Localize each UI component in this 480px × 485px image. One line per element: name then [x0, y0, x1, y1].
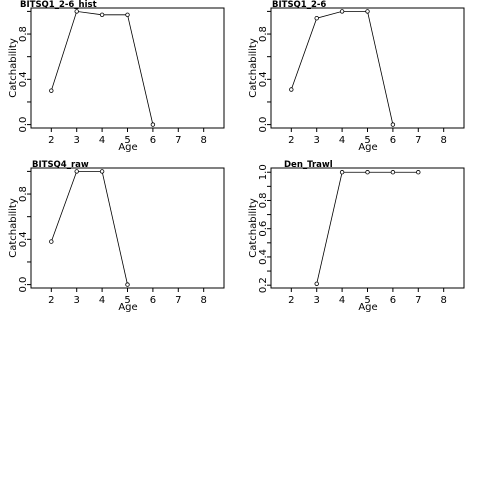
y-tick-label: 0.8: [258, 193, 269, 209]
x-tick-label: 5: [124, 295, 130, 306]
x-tick-label: 4: [339, 135, 345, 146]
data-point: [74, 169, 79, 174]
x-tick-label: 6: [150, 295, 156, 306]
data-point: [49, 88, 54, 93]
x-axis-label: Age: [358, 302, 377, 313]
data-point: [314, 15, 319, 21]
chart-panel-1: BITSQ1_2-6_hist 2 3 4 5 6 7 8 0.0 0.4 0.8 Age Catcha…: [8, 0, 225, 153]
x-tick-label: 8: [200, 135, 206, 146]
x-tick-label: 5: [364, 295, 370, 306]
y-tick-label: 0.6: [258, 221, 269, 237]
x-tick-label: 4: [339, 295, 345, 306]
x-tick-label: 8: [440, 295, 446, 306]
plot-frame: [270, 167, 465, 289]
plot-frame: [270, 7, 465, 129]
y-tick-label: 0.0: [18, 117, 29, 133]
x-tick-label: 7: [175, 135, 181, 146]
x-tick-label: 7: [415, 135, 421, 146]
y-tick-label: 0.8: [18, 26, 29, 42]
data-point: [339, 170, 345, 175]
data-point: [74, 9, 79, 14]
series-line: [316, 171, 419, 284]
data-point: [125, 282, 130, 287]
plot-frame: [30, 7, 225, 129]
series-line: [50, 10, 154, 125]
y-axis-label: Catchability: [248, 38, 259, 98]
series-line: [50, 170, 128, 285]
y-tick-label: 0.4: [258, 71, 269, 87]
x-axis-label: Age: [118, 142, 137, 153]
data-point: [99, 169, 105, 174]
series-line: [290, 10, 394, 125]
x-tick-label: 4: [99, 135, 105, 146]
x-tick-label: 3: [74, 295, 80, 306]
x-tick-label: 5: [364, 135, 370, 146]
data-point: [416, 170, 421, 175]
chart-panel-4: Den_Trawl 2 3 4 5 6 7 8 0.2 0.4 0.6 0.8 1.0 Age Catcha…: [248, 160, 465, 313]
chart-panel-2: BITSQ1_2-6 2 3 4 5 6 7 8 0.0 0.4 0.8 Age Catchabilit…: [248, 0, 465, 153]
data-point: [125, 12, 130, 17]
x-tick-label: 2: [48, 295, 54, 306]
x-tick-label: 2: [48, 135, 54, 146]
data-point: [339, 9, 345, 14]
chart-title: BITSQ1_2-6_hist: [20, 0, 97, 10]
x-tick-label: 7: [415, 295, 421, 306]
x-tick-label: 8: [440, 135, 446, 146]
y-tick-label: 0.8: [258, 26, 269, 42]
chart-title: Den_Trawl: [284, 160, 333, 170]
y-tick-label: 0.4: [18, 71, 29, 87]
data-point: [390, 170, 396, 175]
x-tick-label: 3: [314, 295, 320, 306]
y-tick-label: 1.0: [258, 164, 269, 180]
data-point: [365, 9, 370, 14]
y-tick-label: 0.4: [258, 249, 269, 265]
x-tick-label: 2: [288, 295, 294, 306]
y-tick-label: 0.0: [258, 117, 269, 133]
plot-frame: [30, 167, 225, 289]
x-axis-label: Age: [358, 142, 377, 153]
y-axis-label: Catchability: [248, 198, 259, 258]
data-point: [390, 122, 396, 127]
x-tick-label: 3: [314, 135, 320, 146]
data-point: [150, 122, 156, 127]
x-tick-label: 6: [390, 295, 396, 306]
x-tick-label: 8: [200, 295, 206, 306]
x-tick-label: 6: [390, 135, 396, 146]
x-tick-label: 3: [74, 135, 80, 146]
x-tick-label: 6: [150, 135, 156, 146]
chart-title: BITSQ4_raw: [32, 160, 89, 170]
y-tick-label: 0.4: [18, 231, 29, 247]
y-tick-label: 0.0: [18, 277, 29, 293]
data-point: [99, 12, 105, 17]
data-point: [289, 87, 294, 92]
y-tick-label: 0.2: [258, 277, 269, 293]
x-tick-label: 4: [99, 295, 105, 306]
data-point: [314, 281, 319, 286]
y-axis-label: Catchability: [8, 198, 19, 258]
y-tick-label: 0.8: [18, 186, 29, 202]
x-tick-label: 7: [175, 295, 181, 306]
x-tick-label: 5: [124, 135, 130, 146]
data-point: [365, 170, 370, 175]
x-axis-label: Age: [118, 302, 137, 313]
chart-title: BITSQ1_2-6: [272, 0, 326, 10]
chart-panel-3: BITSQ4_raw 2 3 4 5 6 7 8 0.0 0.4 0.8 Age Catchabilit…: [8, 160, 225, 313]
data-point: [49, 239, 54, 244]
y-axis-label: Catchability: [8, 38, 19, 98]
x-tick-label: 2: [288, 135, 294, 146]
